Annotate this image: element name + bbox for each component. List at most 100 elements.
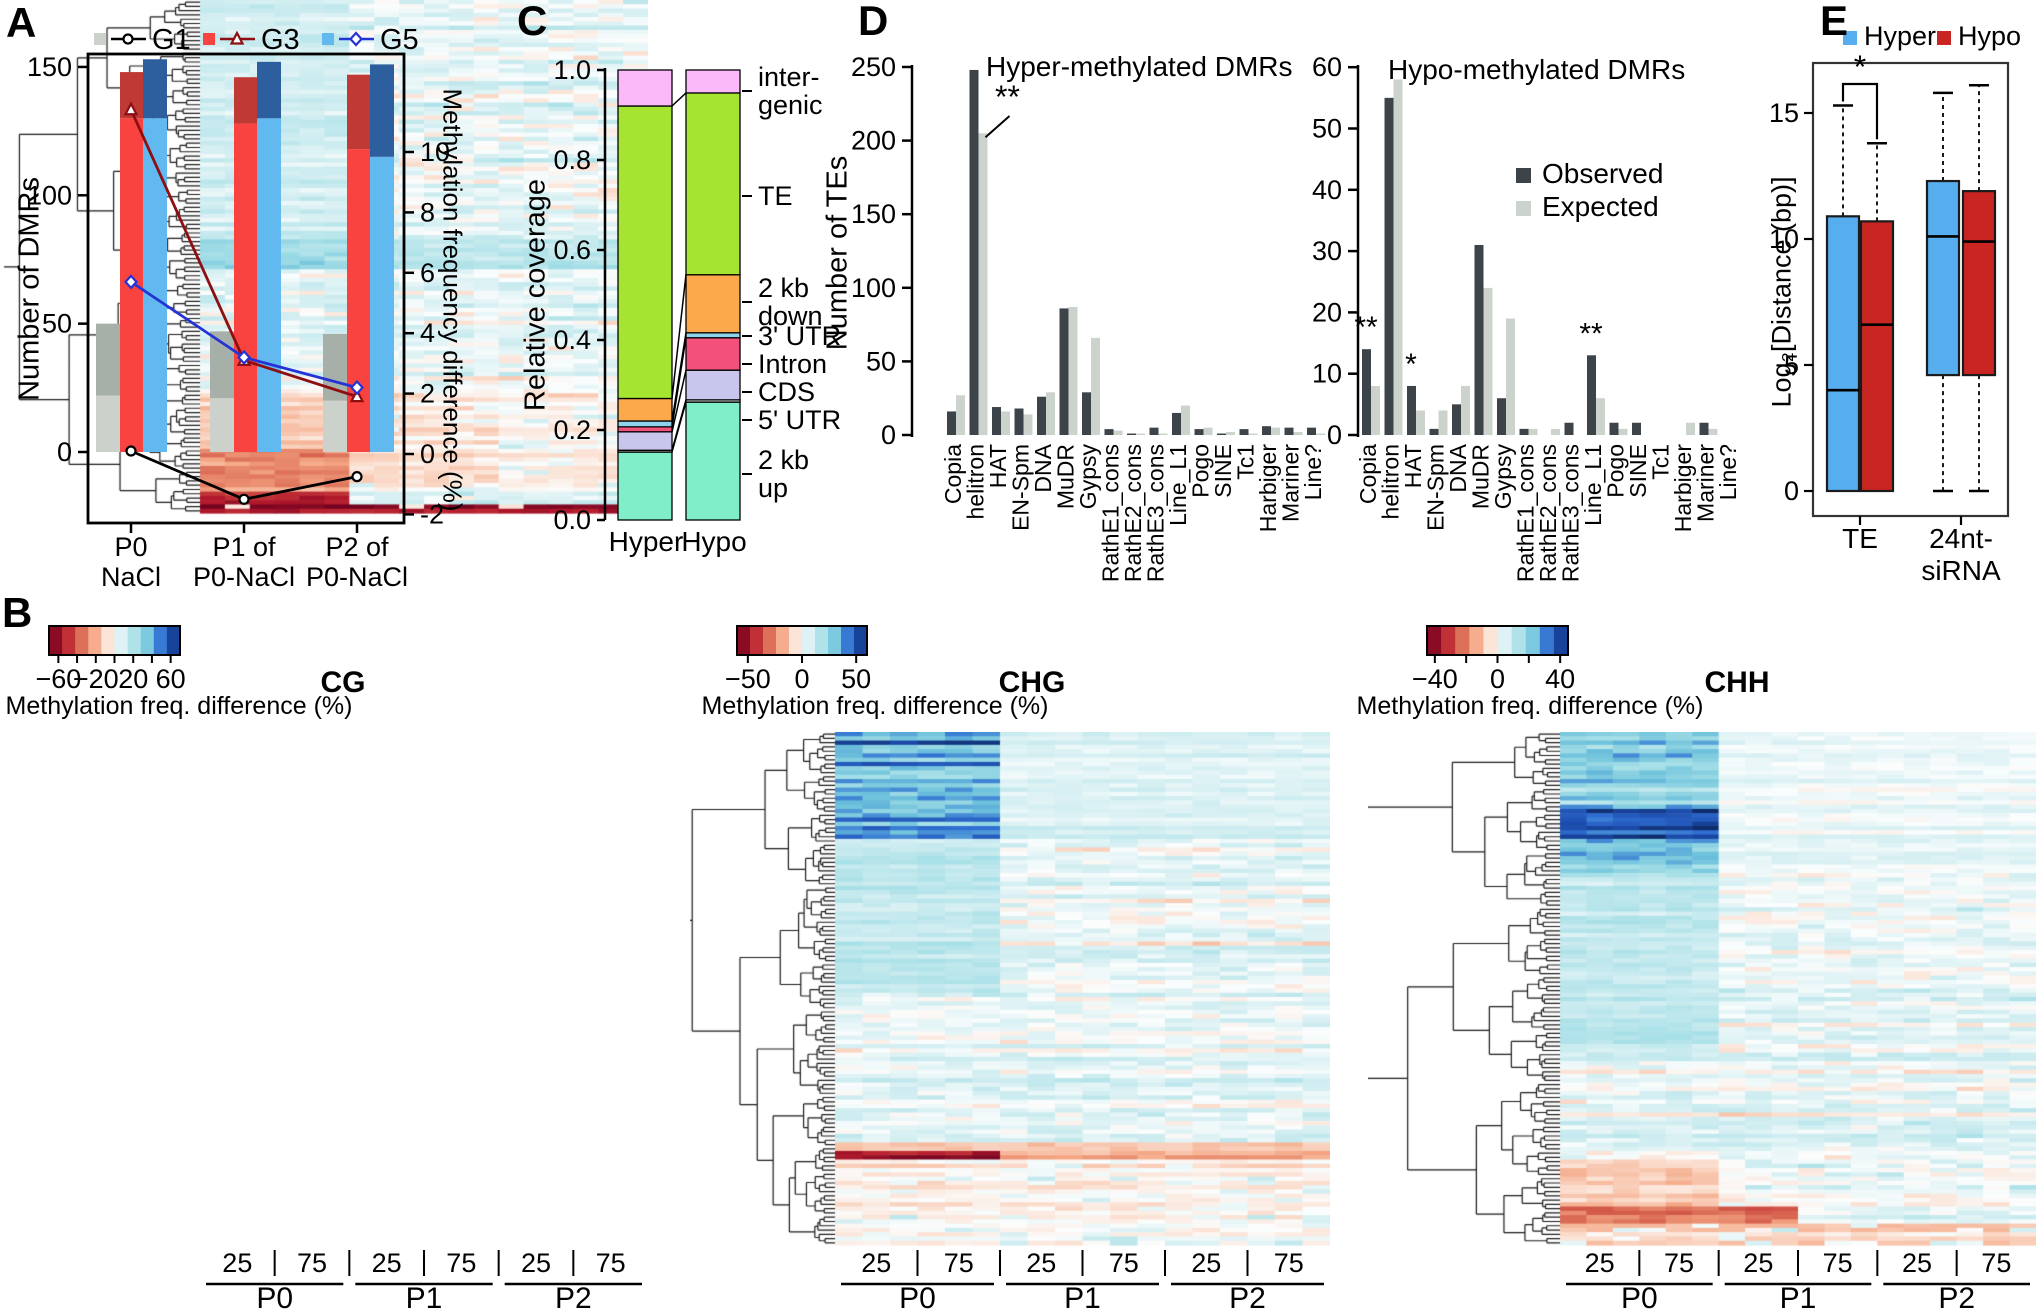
colorbar-segment bbox=[1539, 626, 1555, 655]
a-left-axis-label: Number of DMRs bbox=[13, 177, 46, 401]
column-sub-label: 75 bbox=[1274, 1248, 1304, 1278]
colorbar-segment bbox=[1441, 626, 1456, 655]
significance-marker: ** bbox=[1354, 311, 1378, 344]
d-hypo-title: Hypo-methylated DMRs bbox=[1388, 54, 1686, 85]
tick-label: -2 bbox=[420, 499, 444, 529]
stack-segment bbox=[617, 69, 673, 107]
tick-label: 200 bbox=[851, 126, 896, 156]
chg-title: CHG bbox=[998, 666, 1066, 699]
x-label: TE bbox=[1842, 523, 1878, 554]
legend-swatch bbox=[322, 33, 334, 45]
legend-swatch bbox=[1516, 201, 1531, 216]
tick-label: −40 bbox=[1412, 664, 1458, 694]
colorbar-segment bbox=[1511, 626, 1527, 655]
panel-d-charts: 050100150200250CopiahelitronHATEN-SpmDNA… bbox=[851, 52, 1741, 582]
bar-observed bbox=[1149, 427, 1159, 435]
tick-label: 30 bbox=[1312, 236, 1342, 266]
bar bbox=[347, 149, 371, 452]
segment-label: down bbox=[758, 301, 823, 331]
colorbar-segment bbox=[1553, 626, 1569, 655]
bar-expected bbox=[1506, 318, 1515, 435]
bar-expected bbox=[1316, 433, 1325, 435]
tick-label: 6 bbox=[420, 258, 435, 288]
tick-label: 5 bbox=[1784, 350, 1799, 380]
colorbar-segment bbox=[737, 626, 751, 655]
column-sub-label: 75 bbox=[1981, 1248, 2011, 1278]
category-label: Line? bbox=[1300, 444, 1326, 500]
generation-label: P2 bbox=[1938, 1282, 1975, 1311]
bar-observed bbox=[1384, 97, 1394, 435]
category-label: helitron bbox=[1378, 444, 1404, 519]
tick-label: 100 bbox=[27, 180, 72, 210]
legend-label: Observed bbox=[1542, 158, 1663, 189]
column-sub-label: 25 bbox=[861, 1248, 891, 1278]
colorbar-segment bbox=[88, 626, 102, 655]
generation-label: P0 bbox=[1621, 1282, 1658, 1311]
category-label: DNA bbox=[1445, 443, 1471, 492]
segment-label: TE bbox=[758, 181, 793, 211]
bar-expected bbox=[1528, 428, 1538, 435]
category-label: RathE3_cons bbox=[1143, 444, 1169, 582]
c-y-axis-label: Relative coverage bbox=[519, 178, 552, 412]
bar bbox=[143, 118, 167, 452]
bar bbox=[323, 400, 347, 452]
colorbar-segment bbox=[101, 626, 115, 655]
tick-label: 10 bbox=[1769, 224, 1799, 254]
generation-label: P1 bbox=[1780, 1282, 1817, 1311]
column-sub-label: 25 bbox=[1743, 1248, 1773, 1278]
stack-segment bbox=[685, 337, 741, 371]
bar-observed bbox=[1239, 429, 1249, 435]
bar-observed bbox=[1497, 398, 1506, 435]
tick-label: 40 bbox=[1312, 175, 1342, 205]
d-hyper-title: Hyper-methylated DMRs bbox=[986, 51, 1293, 82]
panel-e-label: E bbox=[1820, 0, 1849, 44]
cg-title: CG bbox=[320, 666, 366, 699]
bar bbox=[96, 323, 120, 396]
tick-label: 4 bbox=[420, 318, 435, 348]
category-label: DNA bbox=[1030, 443, 1056, 492]
colorbar-segment bbox=[854, 626, 868, 655]
category-label: Tc1 bbox=[1233, 444, 1259, 480]
bar bbox=[143, 59, 167, 119]
tick-label: 40 bbox=[1545, 664, 1575, 694]
stack-segment bbox=[617, 426, 673, 433]
tick-label: −50 bbox=[725, 664, 771, 694]
chh-title: CHH bbox=[1704, 666, 1770, 699]
tick-label: 100 bbox=[851, 273, 896, 303]
tick-label: 0 bbox=[881, 420, 896, 450]
column-sub-label: 75 bbox=[1664, 1248, 1694, 1278]
colorbar-segment bbox=[828, 626, 842, 655]
tick-label: 8 bbox=[420, 197, 435, 227]
bar-observed bbox=[1452, 404, 1461, 435]
bar-observed bbox=[1104, 429, 1114, 435]
bar-observed bbox=[1407, 385, 1416, 435]
bar-observed bbox=[1284, 427, 1294, 435]
legend-swatch bbox=[203, 33, 215, 45]
tick-label: 20 bbox=[118, 664, 148, 694]
bar-observed bbox=[1127, 433, 1136, 435]
colorbar-segment bbox=[114, 626, 129, 655]
bar-expected bbox=[1371, 385, 1380, 435]
column-sub-label: 25 bbox=[222, 1248, 252, 1278]
tick-label: 0 bbox=[57, 437, 72, 467]
colorbar-segment bbox=[802, 626, 816, 655]
chg-colorbar-label: Methylation freq. difference (%) bbox=[701, 692, 1049, 720]
stack-segment bbox=[685, 274, 741, 334]
tick-label: 0.6 bbox=[553, 235, 591, 265]
chg-heatmap-canvas bbox=[690, 732, 1330, 1252]
tick-label: 50 bbox=[1312, 114, 1342, 144]
bar-expected bbox=[956, 395, 965, 435]
bar-expected bbox=[1226, 432, 1235, 435]
bar-expected bbox=[1618, 428, 1628, 435]
tick-label: 0.0 bbox=[553, 505, 591, 535]
bar-observed bbox=[969, 69, 979, 435]
generation-label: P0 bbox=[256, 1282, 293, 1311]
column-sub-label: 25 bbox=[1902, 1248, 1932, 1278]
tick-label: −60 bbox=[35, 664, 81, 694]
legend-swatch bbox=[1843, 31, 1857, 45]
panel-d-label: D bbox=[858, 0, 889, 44]
bar-expected bbox=[1046, 392, 1055, 435]
line-series bbox=[130, 449, 358, 501]
bar bbox=[370, 64, 394, 157]
